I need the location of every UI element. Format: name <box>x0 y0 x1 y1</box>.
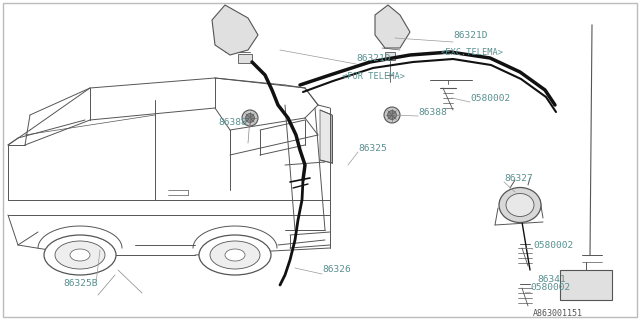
Text: 86321D: 86321D <box>356 53 390 62</box>
Text: 86388: 86388 <box>218 117 247 126</box>
Ellipse shape <box>506 194 534 217</box>
Text: 0580002: 0580002 <box>530 284 570 292</box>
Text: <EXC.TELEMA>: <EXC.TELEMA> <box>441 47 504 57</box>
Ellipse shape <box>199 235 271 275</box>
Text: 86321D: 86321D <box>453 30 488 39</box>
FancyBboxPatch shape <box>238 54 252 63</box>
FancyBboxPatch shape <box>385 52 395 60</box>
Ellipse shape <box>55 241 105 269</box>
Text: 86327: 86327 <box>504 173 532 182</box>
Ellipse shape <box>210 241 260 269</box>
Text: 0580002: 0580002 <box>533 241 573 250</box>
Ellipse shape <box>246 114 255 123</box>
Text: 86325B: 86325B <box>63 278 97 287</box>
Ellipse shape <box>499 188 541 222</box>
Ellipse shape <box>242 110 258 126</box>
Ellipse shape <box>225 249 245 261</box>
Text: 86388: 86388 <box>418 108 447 116</box>
Polygon shape <box>375 5 410 48</box>
Ellipse shape <box>384 107 400 123</box>
Text: 0580002: 0580002 <box>470 93 510 102</box>
Polygon shape <box>212 5 258 55</box>
Text: 86341: 86341 <box>537 276 566 284</box>
Text: <FOR TELEMA>: <FOR TELEMA> <box>342 71 405 81</box>
Text: 86325: 86325 <box>358 143 387 153</box>
Ellipse shape <box>387 110 397 119</box>
Text: 86326: 86326 <box>322 266 351 275</box>
Ellipse shape <box>70 249 90 261</box>
Polygon shape <box>320 110 332 163</box>
Text: A863001151: A863001151 <box>533 308 583 317</box>
Ellipse shape <box>44 235 116 275</box>
FancyBboxPatch shape <box>560 270 612 300</box>
